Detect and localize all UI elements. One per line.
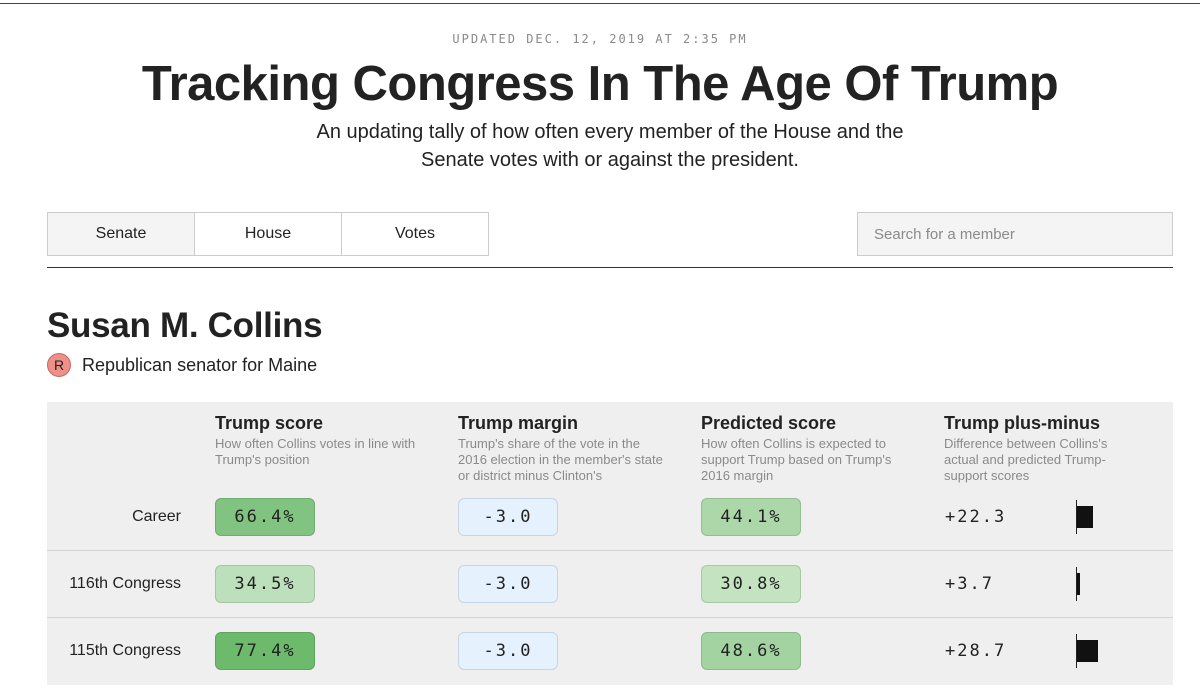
column-title: Trump score xyxy=(215,413,324,433)
plus-minus-axis xyxy=(1076,500,1077,534)
party-badge: R xyxy=(47,353,71,377)
predicted-score-pill: 44.1% xyxy=(701,498,801,536)
plus-minus-axis xyxy=(1076,567,1077,601)
plus-minus-value: +3.7 xyxy=(945,574,994,594)
member-search-input[interactable] xyxy=(857,212,1173,256)
table-row: 115th Congress 77.4% -3.0 48.6% +28.7 xyxy=(47,617,1173,684)
column-header-trump-plus-minus: Trump plus-minus Difference between Coll… xyxy=(944,412,1129,484)
tab-senate[interactable]: Senate xyxy=(47,212,194,256)
top-rule xyxy=(0,3,1200,4)
chamber-tabs: Senate House Votes xyxy=(47,212,489,256)
tab-house[interactable]: House xyxy=(194,212,341,256)
plus-minus-axis xyxy=(1076,634,1077,668)
column-description: Difference between Collins's actual and … xyxy=(944,436,1108,483)
nav-divider xyxy=(47,267,1173,268)
column-title: Predicted score xyxy=(701,413,837,433)
trump-score-pill: 66.4% xyxy=(215,498,315,536)
plus-minus-value: +28.7 xyxy=(945,641,1007,661)
table-row: 116th Congress 34.5% -3.0 30.8% +3.7 xyxy=(47,550,1173,617)
row-label: 115th Congress xyxy=(69,642,181,659)
row-label: Career xyxy=(132,508,181,525)
plus-minus-bar xyxy=(1077,640,1098,662)
column-header-trump-score: Trump score How often Collins votes in l… xyxy=(215,412,425,468)
column-title: Trump margin xyxy=(458,413,579,433)
member-name: Susan M. Collins xyxy=(47,306,323,345)
trump-score-pill: 77.4% xyxy=(215,632,315,670)
column-description: How often Collins votes in line with Tru… xyxy=(215,436,416,467)
trump-margin-pill: -3.0 xyxy=(458,632,558,670)
plus-minus-value: +22.3 xyxy=(945,507,1007,527)
page-title: Tracking Congress In The Age Of Trump xyxy=(141,57,1059,111)
updated-timestamp: UPDATED DEC. 12, 2019 AT 2:35 PM xyxy=(452,32,748,46)
tab-votes[interactable]: Votes xyxy=(341,212,489,256)
row-label: 116th Congress xyxy=(69,575,181,592)
column-header-trump-margin: Trump margin Trump's share of the vote i… xyxy=(458,412,663,484)
plus-minus-bar xyxy=(1077,573,1080,595)
column-title: Trump plus-minus xyxy=(944,413,1101,433)
trump-margin-pill: -3.0 xyxy=(458,498,558,536)
stats-table: Trump score How often Collins votes in l… xyxy=(47,402,1173,685)
column-header-predicted-score: Predicted score How often Collins is exp… xyxy=(701,412,916,484)
column-description: Trump's share of the vote in the 2016 el… xyxy=(458,436,663,483)
table-row: Career 66.4% -3.0 44.1% +22.3 xyxy=(47,484,1173,550)
trump-score-pill: 34.5% xyxy=(215,565,315,603)
page-subtitle: An updating tally of how often every mem… xyxy=(316,121,904,171)
column-description: How often Collins is expected to support… xyxy=(701,436,892,483)
plus-minus-bar xyxy=(1077,506,1093,528)
member-party-line: R Republican senator for Maine xyxy=(47,353,317,377)
member-description: Republican senator for Maine xyxy=(82,354,318,375)
predicted-score-pill: 30.8% xyxy=(701,565,801,603)
predicted-score-pill: 48.6% xyxy=(701,632,801,670)
trump-margin-pill: -3.0 xyxy=(458,565,558,603)
